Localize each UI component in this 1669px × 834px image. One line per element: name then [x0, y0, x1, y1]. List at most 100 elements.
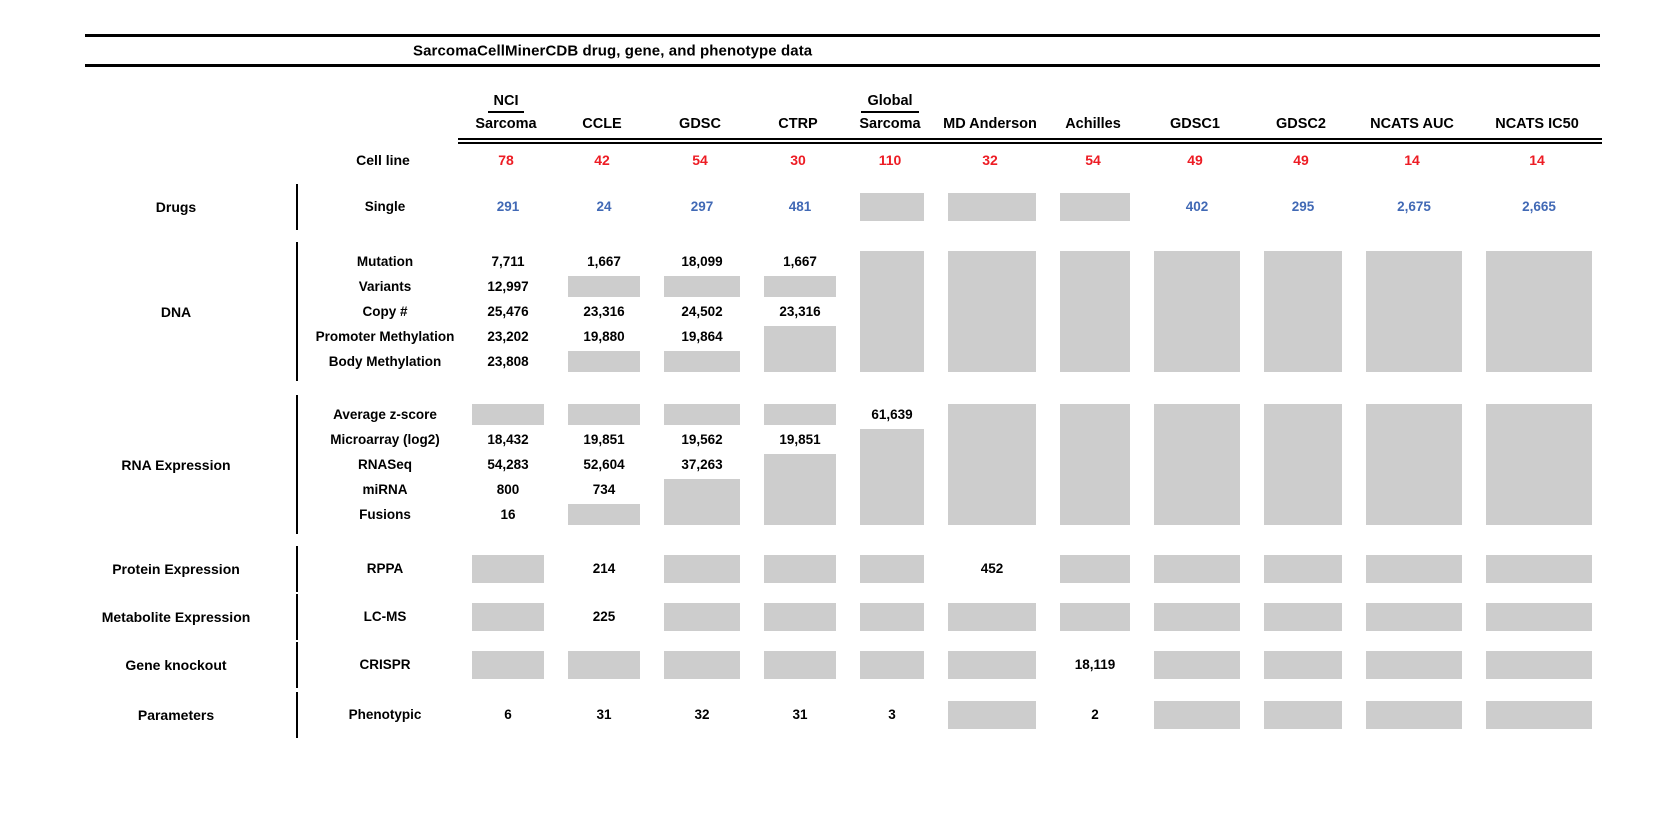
row-label: Body Methylation	[328, 354, 442, 369]
column-header-label: Sarcoma	[859, 116, 921, 132]
cell-line-count: 14	[1404, 152, 1420, 168]
row-labels: Mutation Variants Copy # Promoter Methylati…	[310, 249, 460, 374]
data-column-gdsc2	[1252, 601, 1354, 633]
no-data-box	[568, 276, 640, 297]
category-label: Protein Expression	[112, 561, 240, 577]
no-data-box	[764, 603, 836, 631]
no-data-box	[568, 504, 640, 525]
no-data-box	[664, 555, 740, 583]
data-value-cell: 2,665	[1522, 199, 1556, 214]
data-column-achilles	[1048, 402, 1142, 527]
data-column-ncats-auc	[1354, 699, 1474, 731]
no-data-box	[948, 404, 1036, 525]
section-data: 18,432 54,283 800 16 19,851 52,604 734 19,562 37…	[460, 402, 1604, 527]
section-dna: DNA Mutation Variants Copy # Promoter Methyl…	[56, 242, 1669, 381]
no-data-box	[860, 603, 924, 631]
no-data-box	[948, 651, 1036, 679]
column-header-label: GDSC	[679, 116, 721, 132]
no-data-box	[472, 603, 544, 631]
section-data: 291 24 297 481 402 295 2,675 2,665	[460, 191, 1604, 223]
category-divider	[296, 594, 310, 640]
cell-line-count: 49	[1293, 152, 1309, 168]
category-label: RNA Expression	[121, 456, 231, 473]
data-value-cell: 800	[496, 482, 520, 497]
section-gene-knockout: Gene knockout CRISPR 18,119	[56, 642, 1669, 688]
column-header-top-label: Global	[861, 91, 919, 113]
row-labels: Phenotypic	[310, 699, 460, 731]
data-value-cell: 19,864	[681, 329, 723, 344]
data-column-ccle	[556, 649, 652, 681]
row-label: Variants	[358, 279, 412, 294]
data-value-cell: 32	[694, 707, 710, 722]
section-drugs: Drugs Single 291 24 297 481 402 295 2,675 2,665	[56, 184, 1669, 230]
no-data-box	[664, 276, 740, 297]
row-label: CRISPR	[359, 657, 411, 672]
data-value-cell: 225	[592, 609, 616, 624]
data-value-cell: 24,502	[681, 304, 723, 319]
data-column-md-anderson	[936, 249, 1048, 374]
data-value-cell: 7,711	[491, 254, 525, 269]
column-header-label: NCATS AUC	[1370, 116, 1454, 132]
no-data-box	[472, 404, 544, 425]
no-data-box	[1060, 193, 1130, 221]
data-column-ctrp: 1,667 23,316	[752, 249, 848, 374]
data-column-global-sarcoma: 61,639	[848, 402, 936, 527]
no-data-box	[1486, 701, 1592, 729]
data-column-ncats-ic50	[1474, 649, 1604, 681]
data-column-ctrp	[752, 601, 848, 633]
data-column-md-anderson	[936, 601, 1048, 633]
no-data-box	[860, 429, 924, 525]
category-label: Drugs	[155, 199, 197, 215]
no-data-box	[860, 651, 924, 679]
data-column-ctrp	[752, 553, 848, 585]
no-data-box	[1154, 555, 1240, 583]
cell-line-counts: 78 42 54 30 110 32 54 49 49 14 14	[458, 149, 1602, 171]
no-data-box	[1264, 651, 1342, 679]
data-column-md-anderson	[936, 191, 1048, 223]
data-column-ncats-auc	[1354, 402, 1474, 527]
row-label: Average z-score	[333, 407, 437, 422]
cell-line-count: 14	[1529, 152, 1545, 168]
cell-line-count: 78	[498, 152, 514, 168]
section-data: 225	[460, 601, 1604, 633]
cell-line-count: 110	[878, 152, 902, 168]
column-header-label: GDSC1	[1170, 116, 1220, 132]
no-data-box	[1154, 701, 1240, 729]
figure-canvas: SarcomaCellMinerCDB drug, gene, and phen…	[0, 34, 1669, 834]
figure-title: SarcomaCellMinerCDB drug, gene, and phen…	[413, 42, 813, 59]
no-data-box	[948, 251, 1036, 372]
cell-line-count: 30	[790, 152, 806, 168]
no-data-box	[1366, 603, 1462, 631]
data-column-gdsc1	[1142, 249, 1252, 374]
no-data-box	[1366, 404, 1462, 525]
category-divider	[296, 242, 310, 381]
data-value-cell: 18,119	[1074, 657, 1116, 672]
data-column-ccle: 31	[556, 699, 652, 731]
row-label: Fusions	[359, 507, 411, 522]
no-data-box	[568, 351, 640, 372]
data-value-cell: 452	[980, 561, 1004, 576]
data-value-cell: 37,263	[681, 457, 723, 472]
row-label: Microarray (log2)	[330, 432, 440, 447]
data-value-cell: 19,851	[583, 432, 625, 447]
row-labels: LC-MS	[310, 601, 460, 633]
data-column-gdsc1	[1142, 699, 1252, 731]
no-data-box	[860, 193, 924, 221]
no-data-box	[764, 651, 836, 679]
data-column-gdsc1	[1142, 553, 1252, 585]
data-value-cell: 1,667	[783, 254, 817, 269]
data-value-cell: 19,851	[779, 432, 821, 447]
column-header-nci-sarcoma: NCI Sarcoma	[458, 91, 554, 136]
data-column-global-sarcoma	[848, 249, 936, 374]
data-column-gdsc	[652, 649, 752, 681]
no-data-box	[664, 479, 740, 525]
no-data-box	[1264, 701, 1342, 729]
section-metabolite-expression: Metabolite Expression LC-MS 225	[56, 594, 1669, 640]
data-column-nci-sarcoma	[460, 601, 556, 633]
data-column-global-sarcoma	[848, 553, 936, 585]
category-label: DNA	[160, 303, 192, 320]
category-label: Parameters	[137, 707, 215, 723]
section-data: 6 31 32 31 3 2	[460, 699, 1604, 731]
row-label: Promoter Methylation	[315, 329, 455, 344]
section-parameters: Parameters Phenotypic 6 31 32 31 3 2	[56, 692, 1669, 738]
